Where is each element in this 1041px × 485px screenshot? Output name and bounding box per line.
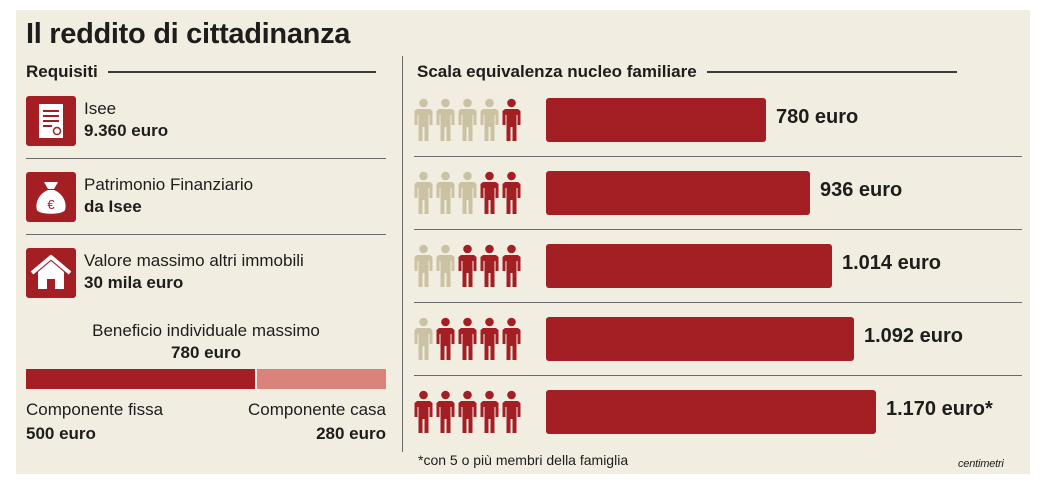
bar (546, 317, 854, 361)
requisiti-heading: Requisiti (26, 62, 376, 82)
money-bag-euro-icon: € (26, 172, 76, 222)
column-divider (402, 56, 403, 452)
chart-row: 936 euro (414, 157, 1024, 229)
person-inactive-icon (436, 171, 455, 220)
family-members (414, 317, 521, 366)
footnote: *con 5 o più membri della famiglia (418, 452, 629, 468)
infographic-panel: Il reddito di cittadinanza Requisiti Sca… (16, 10, 1030, 474)
person-active-icon (480, 171, 499, 220)
person-inactive-icon (414, 171, 433, 220)
person-active-icon (480, 317, 499, 366)
bar-value-label: 1.170 euro* (886, 398, 993, 420)
chart-row: 1.014 euro (414, 230, 1024, 302)
document-icon (26, 96, 76, 146)
row-separator (414, 375, 1022, 376)
chart-row: 780 euro (414, 84, 1024, 156)
person-active-icon (458, 244, 477, 293)
person-inactive-icon (414, 98, 433, 147)
requisito-label: Isee (84, 99, 117, 118)
person-inactive-icon (436, 244, 455, 293)
person-active-icon (458, 390, 477, 439)
component-value: 280 euro (316, 424, 386, 443)
heading-rule (107, 71, 376, 73)
bar (546, 390, 876, 434)
person-inactive-icon (458, 171, 477, 220)
bar-value-label: 1.092 euro (864, 325, 963, 347)
family-members (414, 244, 521, 293)
component-bar-segment (26, 369, 255, 389)
bar-value-label: 936 euro (820, 179, 903, 201)
person-inactive-icon (414, 244, 433, 293)
page-title: Il reddito di cittadinanza (26, 18, 351, 50)
bar-value-label: 1.014 euro (842, 252, 941, 274)
row-separator (414, 229, 1022, 230)
person-active-icon (436, 390, 455, 439)
row-separator (414, 156, 1022, 157)
family-members (414, 171, 521, 220)
requisito-label: Valore massimo altri immobili (84, 251, 304, 270)
scale-heading-label: Scala equivalenza nucleo familiare (417, 62, 697, 81)
person-inactive-icon (436, 98, 455, 147)
requisito-value: 30 mila euro (84, 273, 184, 292)
component-label: Componente fissa (26, 400, 164, 419)
bar (546, 98, 766, 142)
person-active-icon (502, 317, 521, 366)
house-icon (26, 248, 76, 298)
family-members (414, 390, 521, 439)
brand-logo: centimetri (958, 458, 1004, 470)
requisito-value: da Isee (84, 197, 142, 216)
requisito-patrimonio: € Patrimonio Finanziario da Isee (26, 166, 386, 228)
requisito-value: 9.360 euro (84, 121, 169, 140)
bar-value-label: 780 euro (776, 106, 859, 128)
person-active-icon (436, 317, 455, 366)
requisito-immobili: Valore massimo altri immobili 30 mila eu… (26, 242, 386, 304)
person-active-icon (502, 98, 521, 147)
component-fissa: Componente fissa 500 euro (26, 400, 163, 444)
person-active-icon (414, 390, 433, 439)
svg-text:€: € (47, 197, 55, 212)
separator (26, 234, 386, 235)
component-value: 500 euro (26, 424, 96, 443)
heading-rule (706, 71, 957, 73)
person-inactive-icon (414, 317, 433, 366)
row-separator (414, 302, 1022, 303)
person-active-icon (480, 244, 499, 293)
person-active-icon (502, 390, 521, 439)
person-active-icon (458, 317, 477, 366)
person-inactive-icon (458, 98, 477, 147)
bar (546, 244, 832, 288)
requisito-label: Patrimonio Finanziario (84, 175, 254, 194)
separator (26, 158, 386, 159)
bar (546, 171, 810, 215)
chart-row: 1.170 euro* (414, 376, 1024, 448)
person-active-icon (502, 171, 521, 220)
requisito-isee: Isee 9.360 euro (26, 90, 386, 152)
chart-row: 1.092 euro (414, 303, 1024, 375)
requisiti-heading-label: Requisiti (26, 62, 98, 81)
scale-heading: Scala equivalenza nucleo familiare (417, 62, 957, 82)
component-label: Componente casa (248, 400, 386, 419)
family-members (414, 98, 521, 147)
benefit-value: 780 euro (171, 343, 241, 362)
person-active-icon (502, 244, 521, 293)
person-active-icon (480, 390, 499, 439)
component-bar-segment (257, 369, 386, 389)
person-inactive-icon (480, 98, 499, 147)
component-casa: Componente casa 280 euro (221, 400, 386, 444)
benefit-label: Beneficio individuale massimo (92, 321, 320, 340)
